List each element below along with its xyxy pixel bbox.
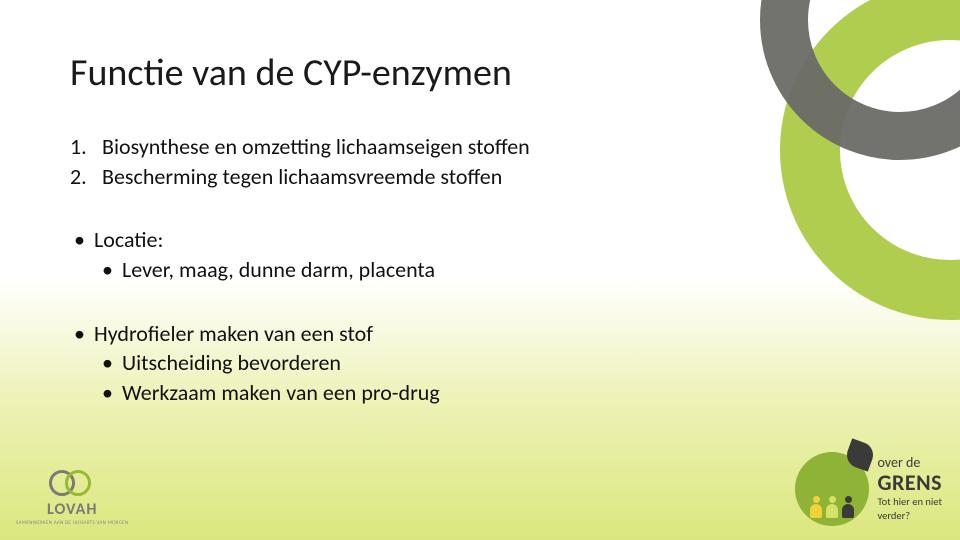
lovah-name: LOVAH xyxy=(47,500,97,519)
lovah-tagline: SAMENWERKEN AAN DE HUISARTS VAN MORGEN xyxy=(16,520,128,526)
bullet-hydro-item-2: Werkzaam maken van een pro-drug xyxy=(70,378,890,408)
grens-line2: GRENS xyxy=(877,471,942,494)
grens-circle-icon xyxy=(795,452,869,526)
bullet-hydro-head: Hydrofieler maken van een stof xyxy=(70,319,890,349)
lovah-rings-icon xyxy=(49,468,95,498)
bullet-block-hydrofieler: Hydrofieler maken van een stof Uitscheid… xyxy=(70,319,890,408)
numbered-item-2: 2.Bescherming tegen lichaamsvreemde stof… xyxy=(70,162,890,192)
numbered-list: 1.Biosynthese en omzetting lichaamseigen… xyxy=(70,132,890,191)
content-area: Functie van de CYP-enzymen 1.Biosynthese… xyxy=(0,0,960,408)
numbered-item-1: 1.Biosynthese en omzetting lichaamseigen… xyxy=(70,132,890,162)
slide: Functie van de CYP-enzymen 1.Biosynthese… xyxy=(0,0,960,540)
numbered-item-2-text: Bescherming tegen lichaamsvreemde stoffe… xyxy=(102,163,502,190)
bullet-hydro-item-1: Uitscheiding bevorderen xyxy=(70,348,890,378)
logo-lovah: LOVAH SAMENWERKEN AAN DE HUISARTS VAN MO… xyxy=(16,468,128,526)
bullet-locatie-head: Locatie: xyxy=(70,225,890,255)
grens-text: over de GRENS Tot hier en niet verder? xyxy=(877,456,942,522)
slide-title: Functie van de CYP-enzymen xyxy=(70,50,890,96)
grens-sub1: Tot hier en niet xyxy=(877,496,942,508)
bullet-block-locatie: Locatie: Lever, maag, dunne darm, placen… xyxy=(70,225,890,284)
grens-sub2: verder? xyxy=(877,510,942,522)
numbered-item-1-text: Biosynthese en omzetting lichaamseigen s… xyxy=(102,133,530,160)
people-icon xyxy=(810,496,854,518)
bullet-locatie-item-1: Lever, maag, dunne darm, placenta xyxy=(70,255,890,285)
logo-over-de-grens: over de GRENS Tot hier en niet verder? xyxy=(795,452,942,526)
